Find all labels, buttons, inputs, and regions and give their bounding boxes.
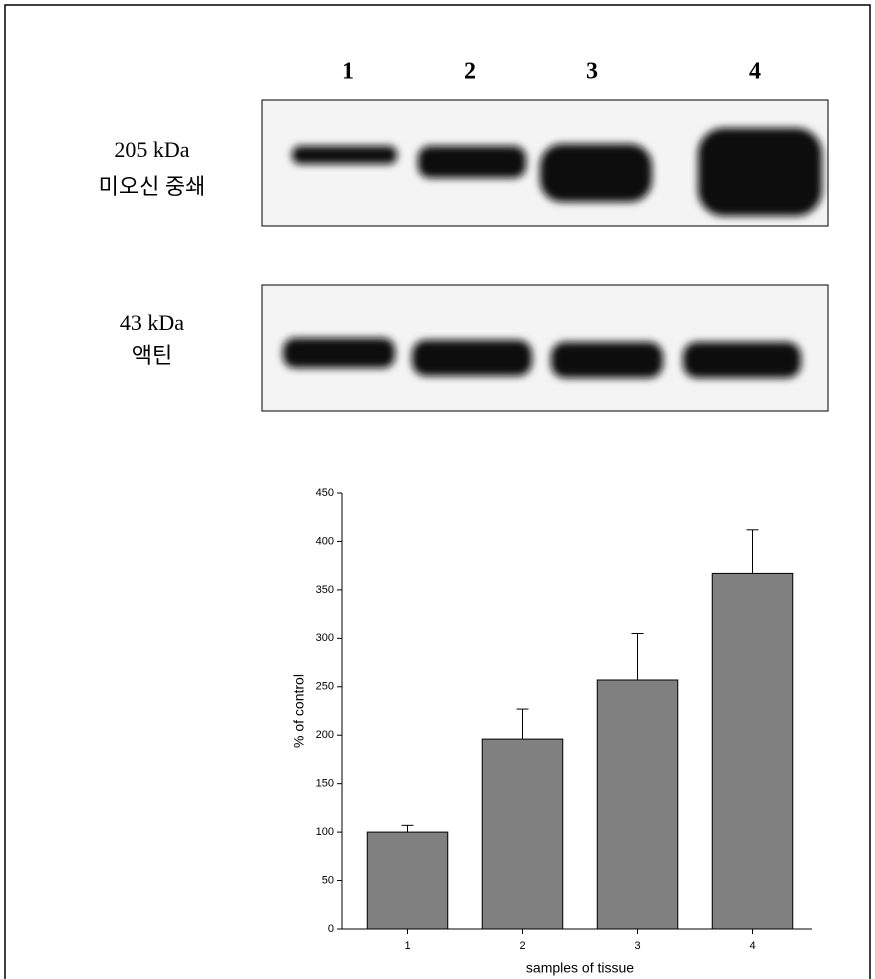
bar — [367, 832, 448, 929]
y-tick-label: 450 — [316, 487, 334, 499]
band — [283, 338, 395, 368]
x-tick-label: 1 — [404, 940, 410, 952]
x-tick-label: 3 — [634, 940, 640, 952]
band — [551, 342, 663, 378]
x-axis-label: samples of tissue — [526, 960, 634, 976]
band — [698, 128, 822, 216]
band-label: 액틴 — [132, 343, 172, 368]
band-label: 205 kDa — [114, 137, 189, 162]
band — [540, 144, 652, 202]
bar — [482, 739, 563, 929]
y-tick-label: 200 — [316, 729, 334, 741]
y-tick-label: 250 — [316, 681, 334, 693]
y-tick-label: 400 — [316, 535, 334, 547]
y-tick-label: 300 — [316, 632, 334, 644]
page: 1 2 3 4 205 kDa 미오신 중쇄 43 kDa 액틴 samples… — [0, 0, 875, 979]
y-tick-label: 150 — [316, 778, 334, 790]
y-tick-label: 100 — [316, 826, 334, 838]
band — [292, 146, 397, 164]
lane-label: 2 — [464, 59, 476, 85]
x-tick-label: 4 — [749, 940, 755, 952]
band — [683, 342, 801, 378]
lane-label: 4 — [749, 59, 761, 85]
lane-label: 1 — [342, 59, 354, 85]
bar — [597, 680, 678, 929]
y-tick-label: 50 — [322, 874, 334, 886]
band-label: 미오신 중쇄 — [99, 174, 206, 199]
y-tick-label: 350 — [316, 584, 334, 596]
figure: 1 2 3 4 205 kDa 미오신 중쇄 43 kDa 액틴 samples… — [0, 0, 875, 979]
bar — [712, 573, 793, 929]
bar-chart: 0 50 100 150 200 250 300 350 400 450 1 2 3 4 — [316, 487, 812, 952]
band — [412, 340, 532, 376]
band-label: 43 kDa — [120, 310, 184, 335]
band — [418, 146, 526, 178]
y-axis-label: % of control — [291, 674, 307, 748]
lane-label: 3 — [586, 59, 598, 85]
y-tick-label: 0 — [328, 923, 334, 935]
x-tick-label: 2 — [519, 940, 525, 952]
